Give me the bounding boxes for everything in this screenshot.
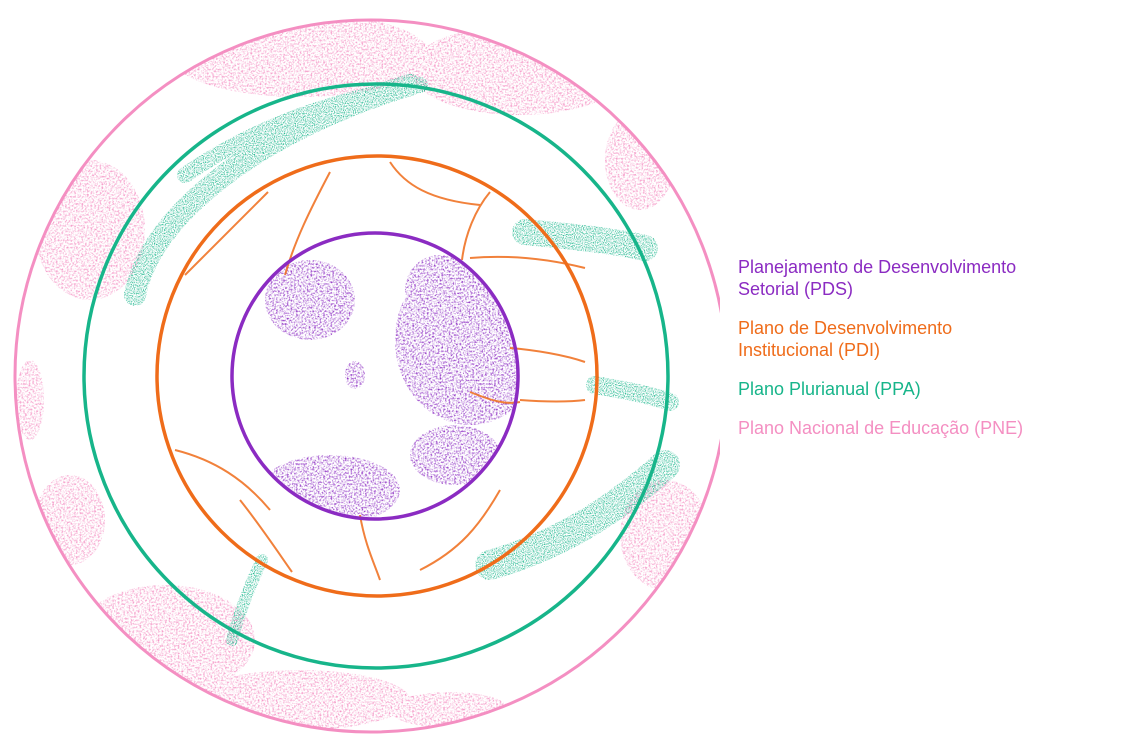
nested-circles-diagram <box>13 18 720 734</box>
legend-item-pne: Plano Nacional de Educação (PNE) <box>738 418 1024 438</box>
legend-item-pdi: Plano de Desenvolvimento Institucional (… <box>738 318 953 360</box>
pds-circle-texture <box>260 255 516 517</box>
pds-circle <box>230 231 520 521</box>
pdi-ring <box>155 154 599 598</box>
legend: Planejamento de Desenvolvimento Setorial… <box>738 256 1138 456</box>
legend-item-ppa: Plano Plurianual (PPA) <box>738 379 921 399</box>
pdi-ring-arcs <box>174 161 586 581</box>
ppa-ring <box>82 82 670 670</box>
ppa-ring-texture <box>124 74 680 646</box>
legend-item-pds: Planejamento de Desenvolvimento Setorial… <box>738 257 1017 299</box>
pne-ring <box>13 18 720 734</box>
